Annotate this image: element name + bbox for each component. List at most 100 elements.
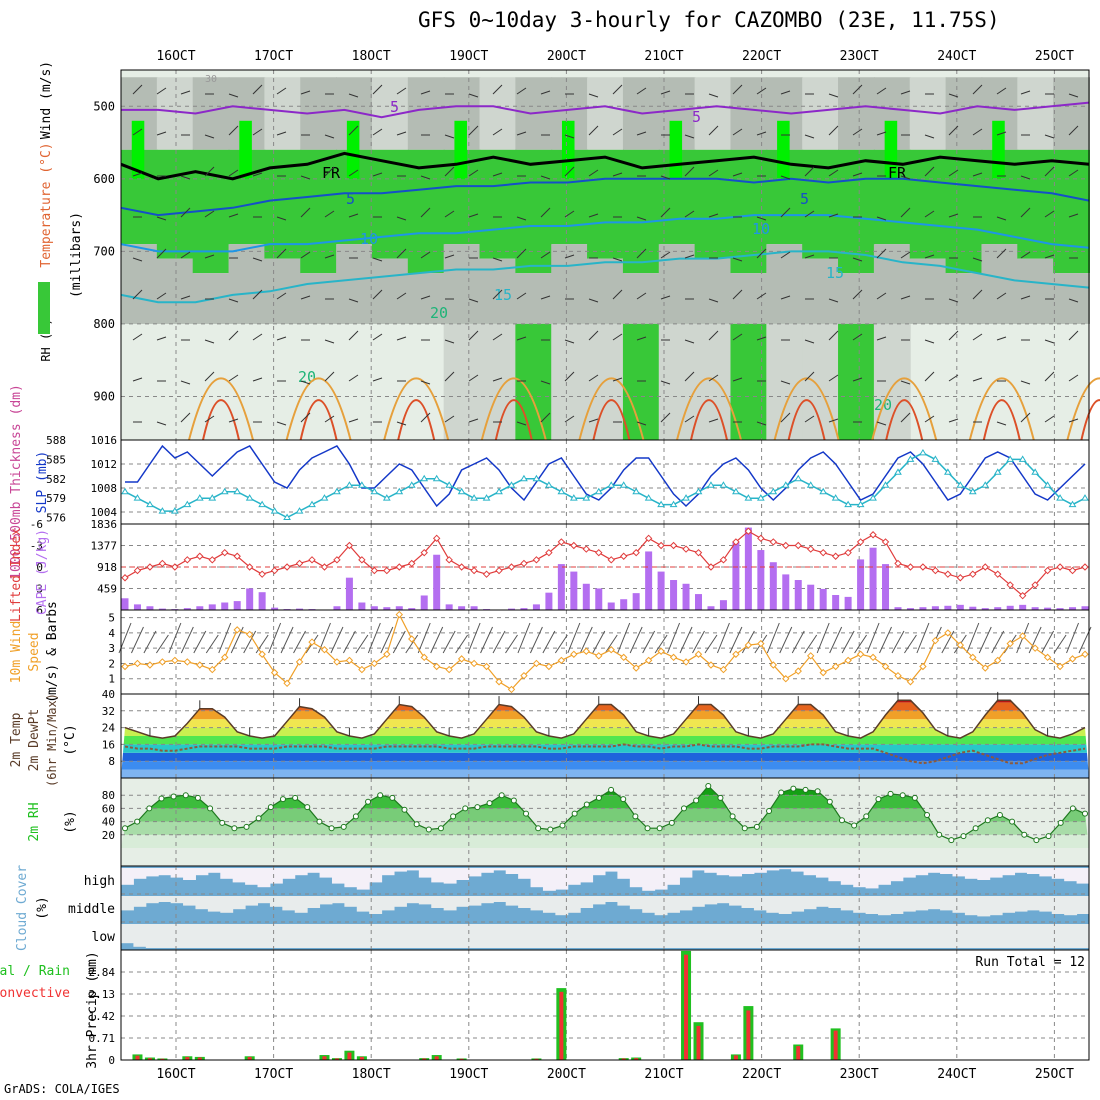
- wind-barb: [276, 421, 287, 426]
- rh2m-marker: [814, 788, 821, 795]
- thickness-marker: [457, 487, 466, 495]
- thickness-marker: [295, 507, 304, 514]
- wind-speed-marker: [969, 653, 977, 662]
- wind-barb: [492, 84, 503, 95]
- isotherm-line: [120, 214, 1090, 253]
- cloud-clear-cell: [468, 896, 482, 906]
- thickness-marker: [345, 481, 354, 488]
- cloud-clear-cell: [567, 924, 581, 948]
- wind-barb: [276, 248, 287, 259]
- rh2m-marker: [911, 794, 918, 801]
- wind-barb: [420, 412, 431, 423]
- precip-convective-bar: [534, 1058, 539, 1060]
- thickness-tick-label: 576: [46, 512, 66, 525]
- cloud-clear-cell: [493, 868, 507, 871]
- cloud-clear-cell: [605, 924, 618, 948]
- isotherm-hump: [494, 399, 533, 441]
- rh2m-marker: [1021, 831, 1028, 838]
- wind-barb: [564, 339, 575, 344]
- rh2m-marker: [729, 813, 736, 820]
- cloud-clear-cell: [356, 896, 370, 912]
- rh-band: [587, 149, 624, 259]
- cloud-clear-cell: [344, 924, 358, 948]
- rh2m-marker: [146, 805, 153, 812]
- cloud-clear-cell: [741, 868, 755, 874]
- wind-barb: [468, 125, 479, 136]
- rh-band: [622, 273, 660, 324]
- wind-barb: [828, 418, 839, 423]
- wind-barb: [1068, 298, 1079, 303]
- cloud-clear-cell: [679, 896, 693, 911]
- wind-barb: [228, 298, 239, 303]
- rh2m-marker: [510, 797, 517, 804]
- rh2m-marker: [316, 818, 323, 825]
- lifted-index-marker: [607, 556, 615, 564]
- lifted-index-marker: [183, 556, 192, 564]
- wind-barb-10m: [205, 634, 219, 654]
- wind-barb-10m: [268, 622, 282, 654]
- thickness-tick-label: 588: [46, 434, 66, 447]
- cape-bar: [670, 580, 678, 610]
- wind-barb: [804, 415, 815, 423]
- temp-tick-label: 24: [102, 722, 116, 735]
- rh-band: [802, 77, 840, 150]
- rh-band: [228, 244, 266, 324]
- wind-barb: [468, 93, 479, 98]
- temp-color-band: [121, 702, 1089, 711]
- thickness-marker: [744, 494, 753, 501]
- wind-barb-10m: [355, 634, 369, 654]
- rh2m-marker: [255, 815, 262, 822]
- cloud-clear-cell: [418, 924, 432, 948]
- lifted-index-marker: [881, 538, 890, 546]
- isotherm-hump: [885, 399, 924, 441]
- wind-barb: [900, 295, 911, 300]
- cloud-clear-cell: [778, 896, 792, 914]
- thickness-marker: [183, 500, 192, 508]
- cloud-clear-cell: [369, 868, 383, 883]
- bottom-date-tick-label: 21OCT: [644, 1067, 683, 1082]
- cloud-clear-cell: [394, 896, 407, 907]
- wind-barb: [588, 330, 599, 341]
- wind-barb: [132, 377, 143, 382]
- cloud-clear-cell: [183, 868, 196, 880]
- lifted-index-marker: [1056, 563, 1064, 571]
- wind-speed-marker: [208, 665, 216, 674]
- wind-barb: [372, 333, 383, 341]
- cloud-clear-cell: [121, 896, 134, 911]
- wind-speed-marker: [221, 653, 229, 662]
- thickness-marker: [158, 507, 167, 514]
- thickness-marker: [445, 481, 454, 488]
- cloud-clear-cell: [1064, 924, 1078, 948]
- wind-barb: [948, 125, 959, 136]
- rh-band: [622, 323, 660, 440]
- rh-band: [121, 244, 158, 324]
- lifted-index-marker: [819, 548, 827, 557]
- cloud-clear-cell: [257, 868, 271, 888]
- wind-barb-10m: [642, 630, 656, 654]
- wind-barb-10m: [505, 634, 518, 654]
- wind-barb: [660, 380, 671, 385]
- rh2m-marker: [243, 823, 250, 830]
- wind-barb: [684, 415, 695, 423]
- wind-barb: [636, 421, 647, 426]
- wind-barb: [420, 295, 431, 300]
- cape-bar: [869, 547, 877, 610]
- temp-tick-label: 16: [102, 738, 115, 751]
- wind-speed-marker: [1031, 644, 1039, 652]
- rh2m-marker: [875, 796, 882, 803]
- cloud-clear-cell: [927, 924, 941, 948]
- cape-bar: [196, 606, 204, 610]
- wind-barb: [132, 257, 143, 262]
- cloud-clear-cell: [183, 924, 196, 948]
- wind-barb: [324, 134, 335, 139]
- cloud-clear-cell: [642, 868, 656, 891]
- rh-band: [264, 77, 302, 150]
- wind-barb: [492, 257, 503, 262]
- wind-barb: [852, 128, 863, 136]
- precip-convective-bar: [746, 1010, 751, 1060]
- wind-speed-marker: [682, 658, 690, 666]
- rh-band: [1017, 77, 1055, 150]
- lifted-index-marker: [969, 570, 977, 578]
- wind-barb: [708, 418, 719, 423]
- wind-barb: [996, 248, 1007, 259]
